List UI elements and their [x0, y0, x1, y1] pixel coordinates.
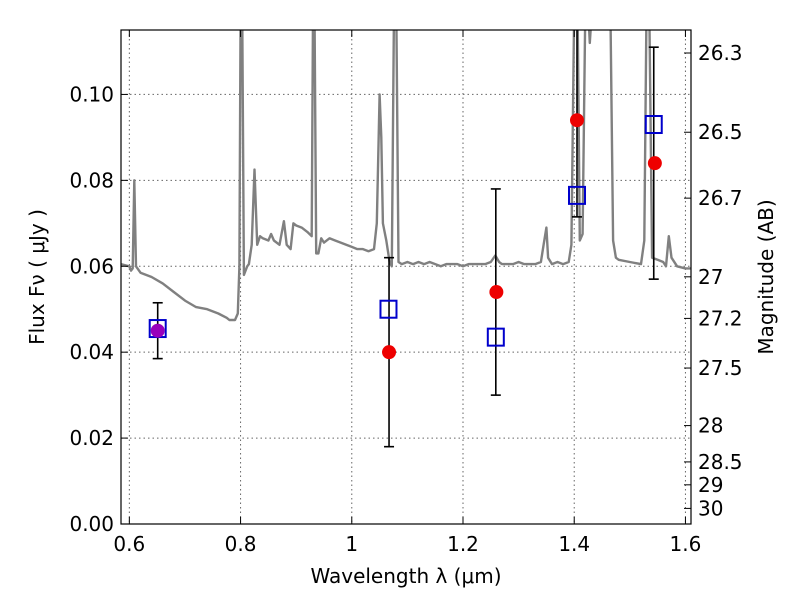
x-tick-label: 0.6: [113, 532, 145, 556]
observed-square-point: [486, 327, 505, 347]
spectrum-line: [121, 30, 691, 322]
y2-tick-label: 26.7: [698, 186, 743, 210]
observed-square-point: [568, 185, 586, 205]
y-axis-label: Flux Fν ( μJy ): [25, 209, 49, 345]
model-circle-point: [570, 113, 584, 128]
observed-square-point: [379, 299, 398, 319]
model-circle-point: [382, 345, 397, 360]
y2-axis-label: Magnitude (AB): [754, 199, 778, 354]
x-tick-label: 1: [345, 532, 358, 556]
ticks: 0.6 0.8 1 1.2 1.4 1.6 0.00 0.02 0.04 0.06 0.08 0.10…: [69, 30, 743, 556]
x-tick-label: 1.6: [670, 532, 702, 556]
y2-tick-label: 27.2: [698, 306, 743, 330]
series-layer: [121, 30, 691, 322]
observed-square-point: [644, 115, 663, 135]
y-tick-label: 0.06: [69, 254, 114, 278]
y2-tick-label: 26.5: [698, 120, 743, 144]
model-circle-point: [647, 156, 662, 171]
y-tick-label: 0.02: [69, 426, 114, 450]
y2-tick-label: 27: [698, 265, 723, 289]
marker-layer: [148, 30, 663, 448]
y2-tick-label: 29: [698, 473, 723, 497]
plot-background: [121, 30, 691, 524]
model-circle-point: [489, 285, 504, 300]
y-tick-label: 0.00: [69, 512, 114, 536]
y-tick-label: 0.08: [69, 168, 114, 192]
y-tick-label: 0.10: [69, 82, 114, 106]
x-tick-label: 0.8: [225, 532, 257, 556]
y2-tick-label: 28.5: [698, 450, 743, 474]
x-tick-label: 1.4: [558, 532, 590, 556]
y2-tick-label: 27.5: [698, 356, 743, 380]
y2-tick-label: 28: [698, 414, 723, 438]
y2-tick-label: 26.3: [698, 41, 743, 65]
y2-tick-label: 30: [698, 496, 723, 520]
y-tick-label: 0.04: [69, 340, 114, 364]
model-circle-point: [150, 323, 165, 338]
x-tick-label: 1.2: [447, 532, 479, 556]
x-axis-label: Wavelength λ (μm): [310, 564, 501, 588]
